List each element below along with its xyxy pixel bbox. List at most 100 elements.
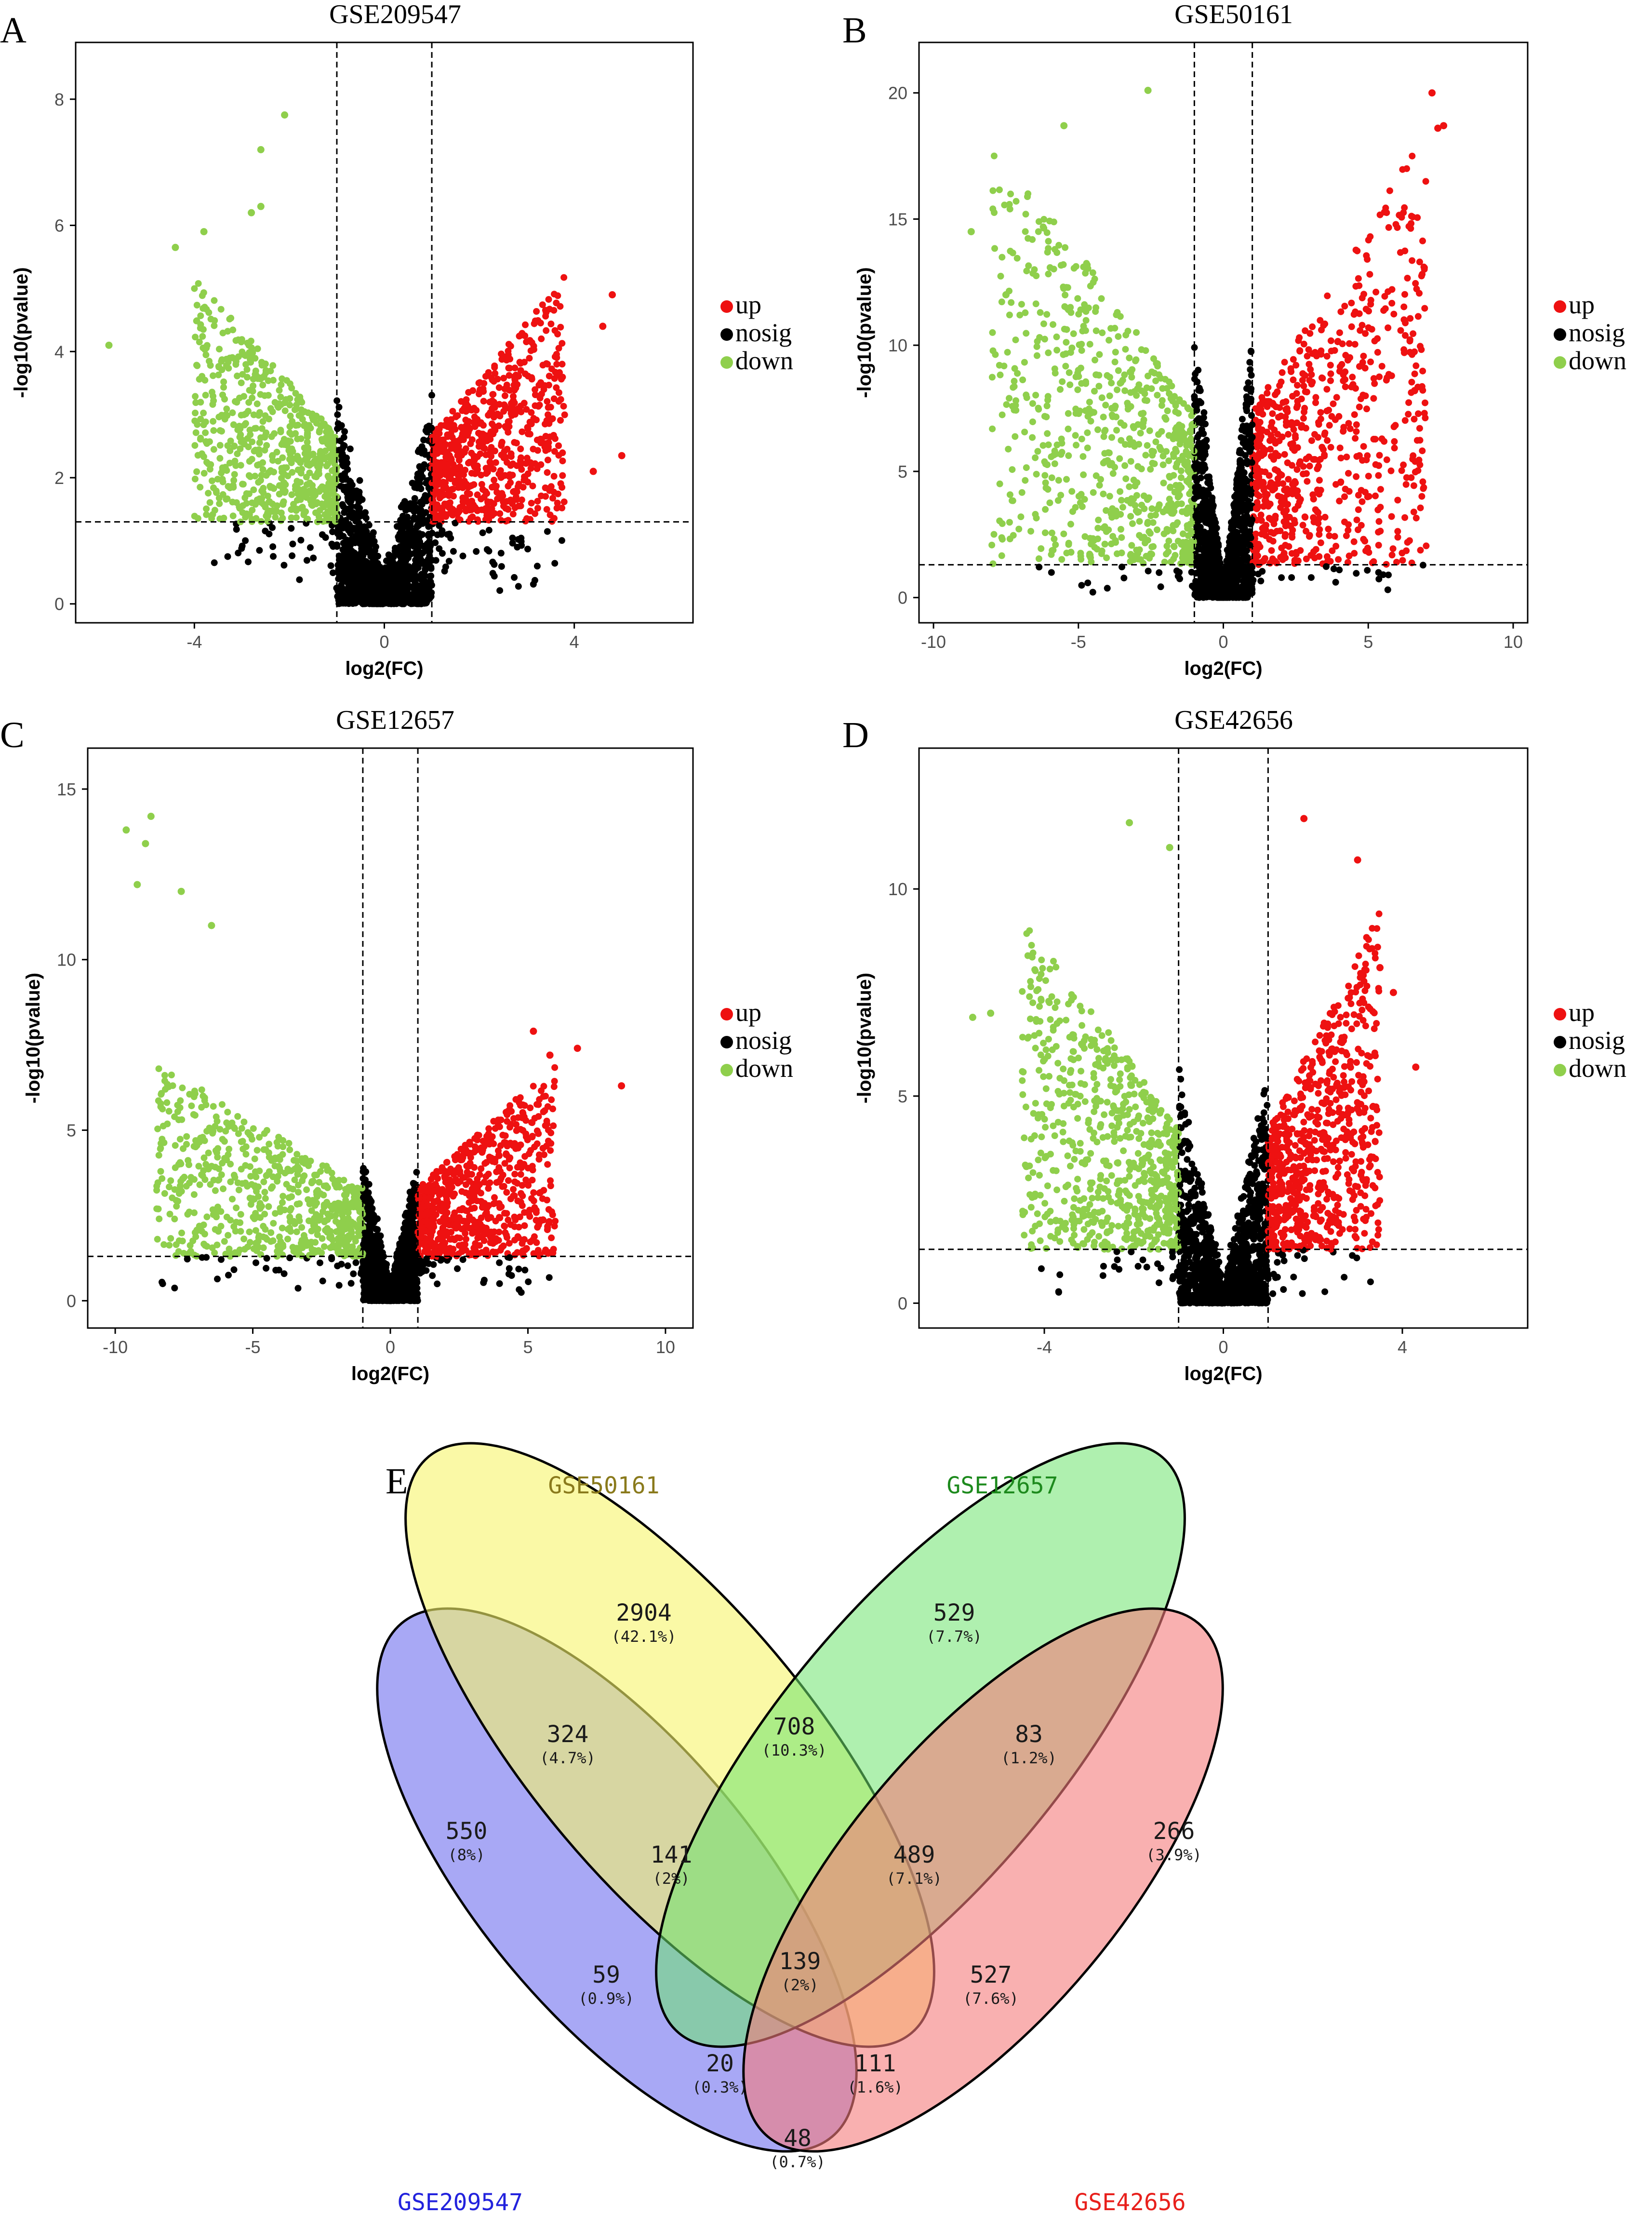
point-down bbox=[1133, 329, 1140, 336]
point-down bbox=[230, 477, 238, 484]
point-nosig bbox=[406, 568, 413, 576]
point-down bbox=[1163, 505, 1170, 512]
point-up bbox=[1284, 501, 1291, 508]
point-up bbox=[542, 484, 549, 491]
point-up bbox=[1289, 393, 1296, 400]
point-down bbox=[210, 418, 217, 425]
point-down bbox=[207, 362, 214, 369]
point-up bbox=[1281, 359, 1288, 366]
point-down bbox=[237, 425, 244, 432]
data-points bbox=[967, 87, 1448, 601]
point-nosig bbox=[343, 489, 350, 497]
point-nosig bbox=[372, 589, 379, 596]
point-down bbox=[211, 297, 218, 304]
point-up bbox=[459, 407, 466, 414]
point-down bbox=[293, 497, 301, 504]
point-up bbox=[559, 484, 566, 491]
point-down bbox=[1127, 513, 1134, 520]
point-down bbox=[1086, 399, 1093, 406]
point-nosig bbox=[239, 542, 246, 550]
point-down bbox=[1060, 530, 1067, 537]
point-nosig bbox=[414, 448, 422, 455]
point-up bbox=[1289, 534, 1296, 541]
point-down bbox=[245, 399, 253, 406]
point-up bbox=[557, 323, 564, 331]
point-down bbox=[270, 469, 277, 476]
point-down bbox=[1121, 387, 1129, 394]
point-down bbox=[289, 469, 296, 476]
point-up bbox=[1353, 428, 1360, 435]
point-up bbox=[433, 472, 440, 479]
point-nosig bbox=[1145, 567, 1152, 575]
point-up bbox=[555, 398, 562, 405]
point-up bbox=[557, 417, 564, 424]
point-up bbox=[1331, 533, 1338, 540]
point-down bbox=[1053, 347, 1061, 354]
point-down bbox=[1043, 403, 1051, 409]
point-down bbox=[192, 429, 200, 436]
point-down bbox=[1033, 514, 1040, 522]
point-up bbox=[468, 436, 476, 443]
point-up bbox=[532, 386, 539, 393]
point-down bbox=[1075, 310, 1082, 318]
point-up bbox=[1388, 286, 1396, 293]
point-nosig bbox=[280, 562, 288, 569]
point-up bbox=[1403, 165, 1410, 172]
point-down bbox=[230, 443, 238, 450]
point-down bbox=[1127, 458, 1134, 465]
point-down bbox=[1181, 460, 1188, 468]
point-down bbox=[193, 302, 200, 309]
point-nosig bbox=[422, 509, 429, 516]
point-down bbox=[1143, 384, 1150, 391]
point-up bbox=[489, 483, 495, 491]
point-up bbox=[1252, 472, 1260, 480]
point-up bbox=[1388, 513, 1395, 520]
point-nosig bbox=[491, 573, 498, 580]
point-up bbox=[543, 327, 550, 334]
point-down bbox=[1051, 447, 1058, 455]
point-down bbox=[242, 420, 249, 427]
point-up bbox=[559, 457, 566, 465]
point-up bbox=[468, 470, 475, 477]
point-down bbox=[1085, 304, 1092, 311]
point-up bbox=[470, 404, 478, 412]
point-down bbox=[238, 379, 245, 387]
point-down bbox=[1021, 359, 1028, 366]
point-down bbox=[239, 371, 246, 378]
point-down bbox=[989, 560, 997, 567]
point-down bbox=[255, 374, 263, 381]
point-down bbox=[1008, 299, 1015, 306]
point-down bbox=[258, 359, 265, 366]
point-down bbox=[240, 481, 247, 488]
point-down bbox=[332, 500, 339, 507]
point-down bbox=[325, 480, 333, 487]
point-up bbox=[1317, 486, 1324, 494]
point-nosig bbox=[1239, 416, 1246, 423]
point-down bbox=[210, 397, 217, 404]
point-up bbox=[501, 448, 508, 455]
point-down bbox=[263, 442, 270, 449]
point-down bbox=[229, 512, 237, 520]
point-down bbox=[316, 427, 323, 434]
point-down bbox=[287, 412, 294, 419]
point-up bbox=[1374, 349, 1381, 356]
point-up bbox=[545, 296, 552, 303]
point-down-outlier bbox=[281, 111, 289, 119]
point-down bbox=[1150, 355, 1157, 362]
point-down bbox=[1092, 356, 1098, 363]
point-up bbox=[534, 317, 542, 324]
point-up bbox=[452, 477, 459, 484]
point-up bbox=[478, 481, 485, 488]
point-up bbox=[538, 390, 545, 398]
point-up bbox=[1334, 338, 1342, 345]
point-down bbox=[243, 366, 251, 373]
point-down bbox=[1158, 428, 1165, 435]
volcano-panel-A: -4 0 402468log2(FC)-log10(pvalue)GSE209547… bbox=[0, 0, 793, 679]
point-nosig bbox=[370, 529, 377, 536]
point-up bbox=[1377, 486, 1384, 493]
point-up bbox=[1283, 422, 1290, 429]
point-down bbox=[1013, 255, 1021, 262]
point-down bbox=[1055, 477, 1062, 484]
point-up bbox=[1293, 466, 1301, 473]
point-nosig bbox=[551, 560, 559, 567]
